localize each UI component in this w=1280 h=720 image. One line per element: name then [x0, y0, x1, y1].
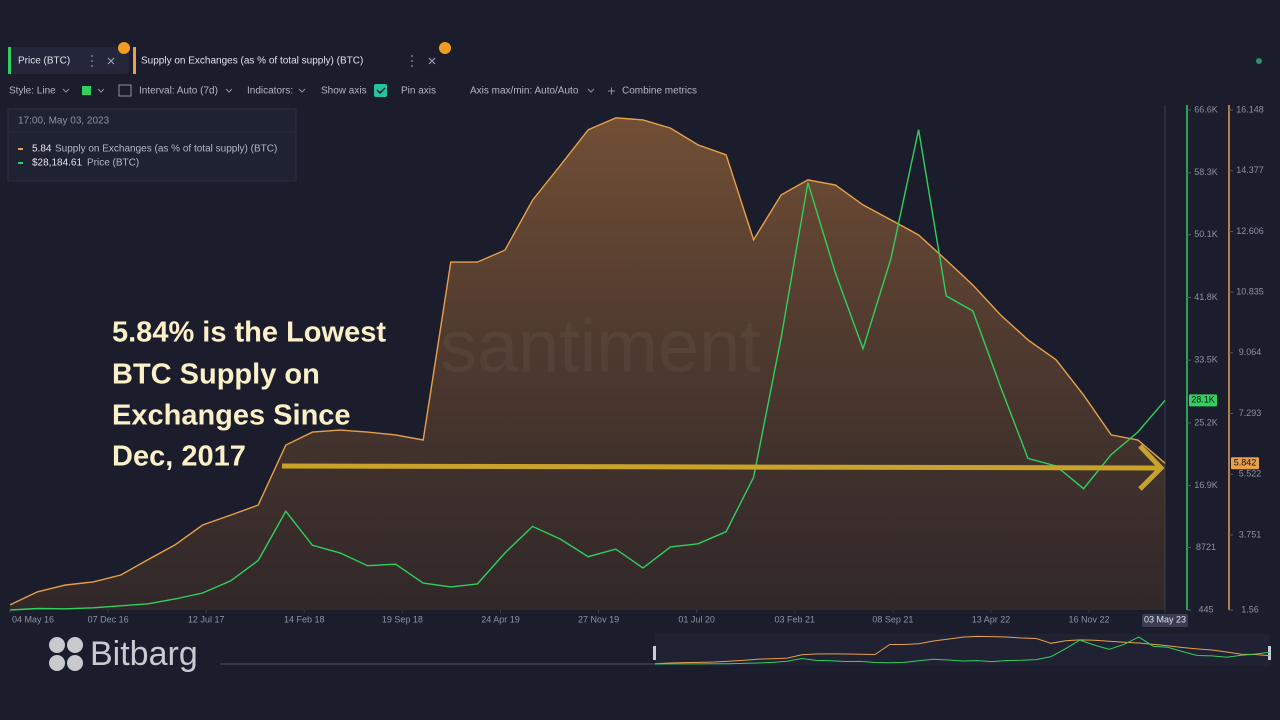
x-tick-label: 12 Jul 17	[188, 614, 225, 624]
arrow-head	[1138, 444, 1165, 491]
chevron	[225, 88, 233, 93]
last-value-badge	[1231, 457, 1259, 470]
last-value-label: 28.1K	[1191, 395, 1215, 405]
x-tick-label: 19 Sep 18	[382, 614, 423, 624]
axis-minmax-select[interactable]: Axis max/min: Auto/Auto	[470, 86, 579, 97]
x-tick-label: 08 Sep 21	[872, 614, 913, 624]
interval-select[interactable]: Interval: Auto (7d)	[139, 86, 218, 97]
y2-tick-label: 1.56	[1241, 604, 1259, 614]
last-value-badge	[1189, 394, 1217, 407]
tab-menu[interactable]	[411, 55, 413, 67]
x-tick-label: 01 Jul 20	[678, 614, 715, 624]
tab-close[interactable]	[428, 57, 436, 65]
style-select[interactable]: Style: Line	[9, 86, 56, 97]
y-tick-label: 66.6K	[1194, 104, 1218, 114]
y2-tick-label: 5.522	[1239, 469, 1262, 479]
x-badge	[1142, 614, 1188, 627]
y-tick-label: 50.1K	[1194, 229, 1218, 239]
x-tick-label: 13 Apr 22	[972, 614, 1011, 624]
tooltip	[7, 108, 297, 182]
x-tick-label: 07 Dec 16	[88, 614, 129, 624]
y-tick-label: 8721	[1196, 542, 1216, 552]
bitcoin-badge	[439, 42, 451, 54]
y2-tick-label: 12.606	[1236, 226, 1264, 236]
plot: 445 8721 16.9K 25.2K 33.5K 41.8K 50.1K 58.3K 66.…	[9, 104, 1271, 666]
check-mark	[376, 87, 386, 95]
series-line	[9, 117, 1166, 606]
indicators-select[interactable]: Indicators:	[247, 86, 293, 97]
x-tick-label: 03 May 23	[1144, 614, 1186, 624]
tooltip-name: Supply on Exchanges (as % of total suppl…	[55, 144, 277, 155]
y-tick-label: 16.9K	[1194, 480, 1218, 490]
x-tick-label: 24 Apr 19	[481, 614, 520, 624]
x-tick-label: 03 Feb 21	[775, 614, 816, 624]
tooltip-value: 5.84	[32, 144, 52, 155]
y-tick-label: 58.3K	[1194, 167, 1218, 177]
pin-axis[interactable]: Pin axis	[401, 86, 436, 97]
y-tick-label: 25.2K	[1194, 417, 1218, 427]
tab-label: Price (BTC)	[18, 56, 70, 67]
y-tick-label: 33.5K	[1194, 355, 1218, 365]
series-line	[9, 129, 1166, 611]
y2-tick-label: 7.293	[1239, 408, 1262, 418]
x-tick-label: 14 Feb 18	[284, 614, 325, 624]
y-tick-label: 41.8K	[1194, 292, 1218, 302]
x-tick-label: 16 Nov 22	[1069, 614, 1110, 624]
annotation-line: BTC Supply on	[112, 359, 320, 391]
show-axis-label: Show axis	[321, 86, 367, 97]
bitcoin-badge	[118, 42, 130, 54]
x-tick-label: 27 Nov 19	[578, 614, 619, 624]
combine-metrics[interactable]: Combine metrics	[622, 86, 697, 97]
minimap-handle[interactable]	[653, 646, 656, 660]
y2-tick-label: 10.835	[1236, 286, 1264, 296]
minimap-handle[interactable]	[1268, 646, 1271, 660]
chevron	[97, 88, 105, 93]
annotation-line: Dec, 2017	[112, 441, 246, 473]
area-fill	[10, 117, 1165, 611]
color-swatch[interactable]	[82, 86, 91, 95]
y2-tick-label: 16.148	[1236, 104, 1264, 114]
tab-label[interactable]: Supply on Exchanges (as % of total suppl…	[141, 56, 363, 67]
y2-tick-label: 3.751	[1239, 529, 1262, 539]
minimap-line	[654, 635, 1271, 665]
y-tick-label: 445	[1198, 604, 1213, 614]
x-tick-label: 04 May 16	[12, 614, 54, 624]
logo-icon	[49, 637, 83, 671]
last-value-label: 5.842	[1234, 458, 1257, 468]
tooltip-value: $28,184.61	[32, 158, 82, 169]
chevron	[587, 88, 595, 93]
chevron	[298, 88, 306, 93]
show-axis-checkbox[interactable]	[374, 84, 387, 97]
tab-menu[interactable]	[91, 55, 93, 67]
plus-icon	[608, 87, 615, 95]
y2-tick-label: 14.377	[1236, 165, 1264, 175]
chevron	[62, 88, 70, 93]
tab-close[interactable]	[107, 57, 115, 65]
y2-tick-label: 9.064	[1239, 347, 1262, 357]
minimap-line	[654, 636, 1271, 665]
annotation-arrow	[281, 463, 1159, 471]
tab-accent	[8, 47, 11, 74]
tab-accent	[133, 47, 136, 74]
calendar-icon	[118, 84, 132, 97]
watermark: santiment	[440, 305, 761, 388]
annotation-line: Exchanges Since	[112, 400, 351, 432]
tab[interactable]	[8, 47, 129, 74]
status-dot	[1256, 58, 1262, 64]
annotation-line: 5.84% is the Lowest	[112, 317, 386, 349]
tooltip-time: 17:00, May 03, 2023	[18, 116, 110, 127]
tooltip-name: Price (BTC)	[87, 158, 139, 169]
logo-text: Bitbarg	[90, 635, 198, 673]
